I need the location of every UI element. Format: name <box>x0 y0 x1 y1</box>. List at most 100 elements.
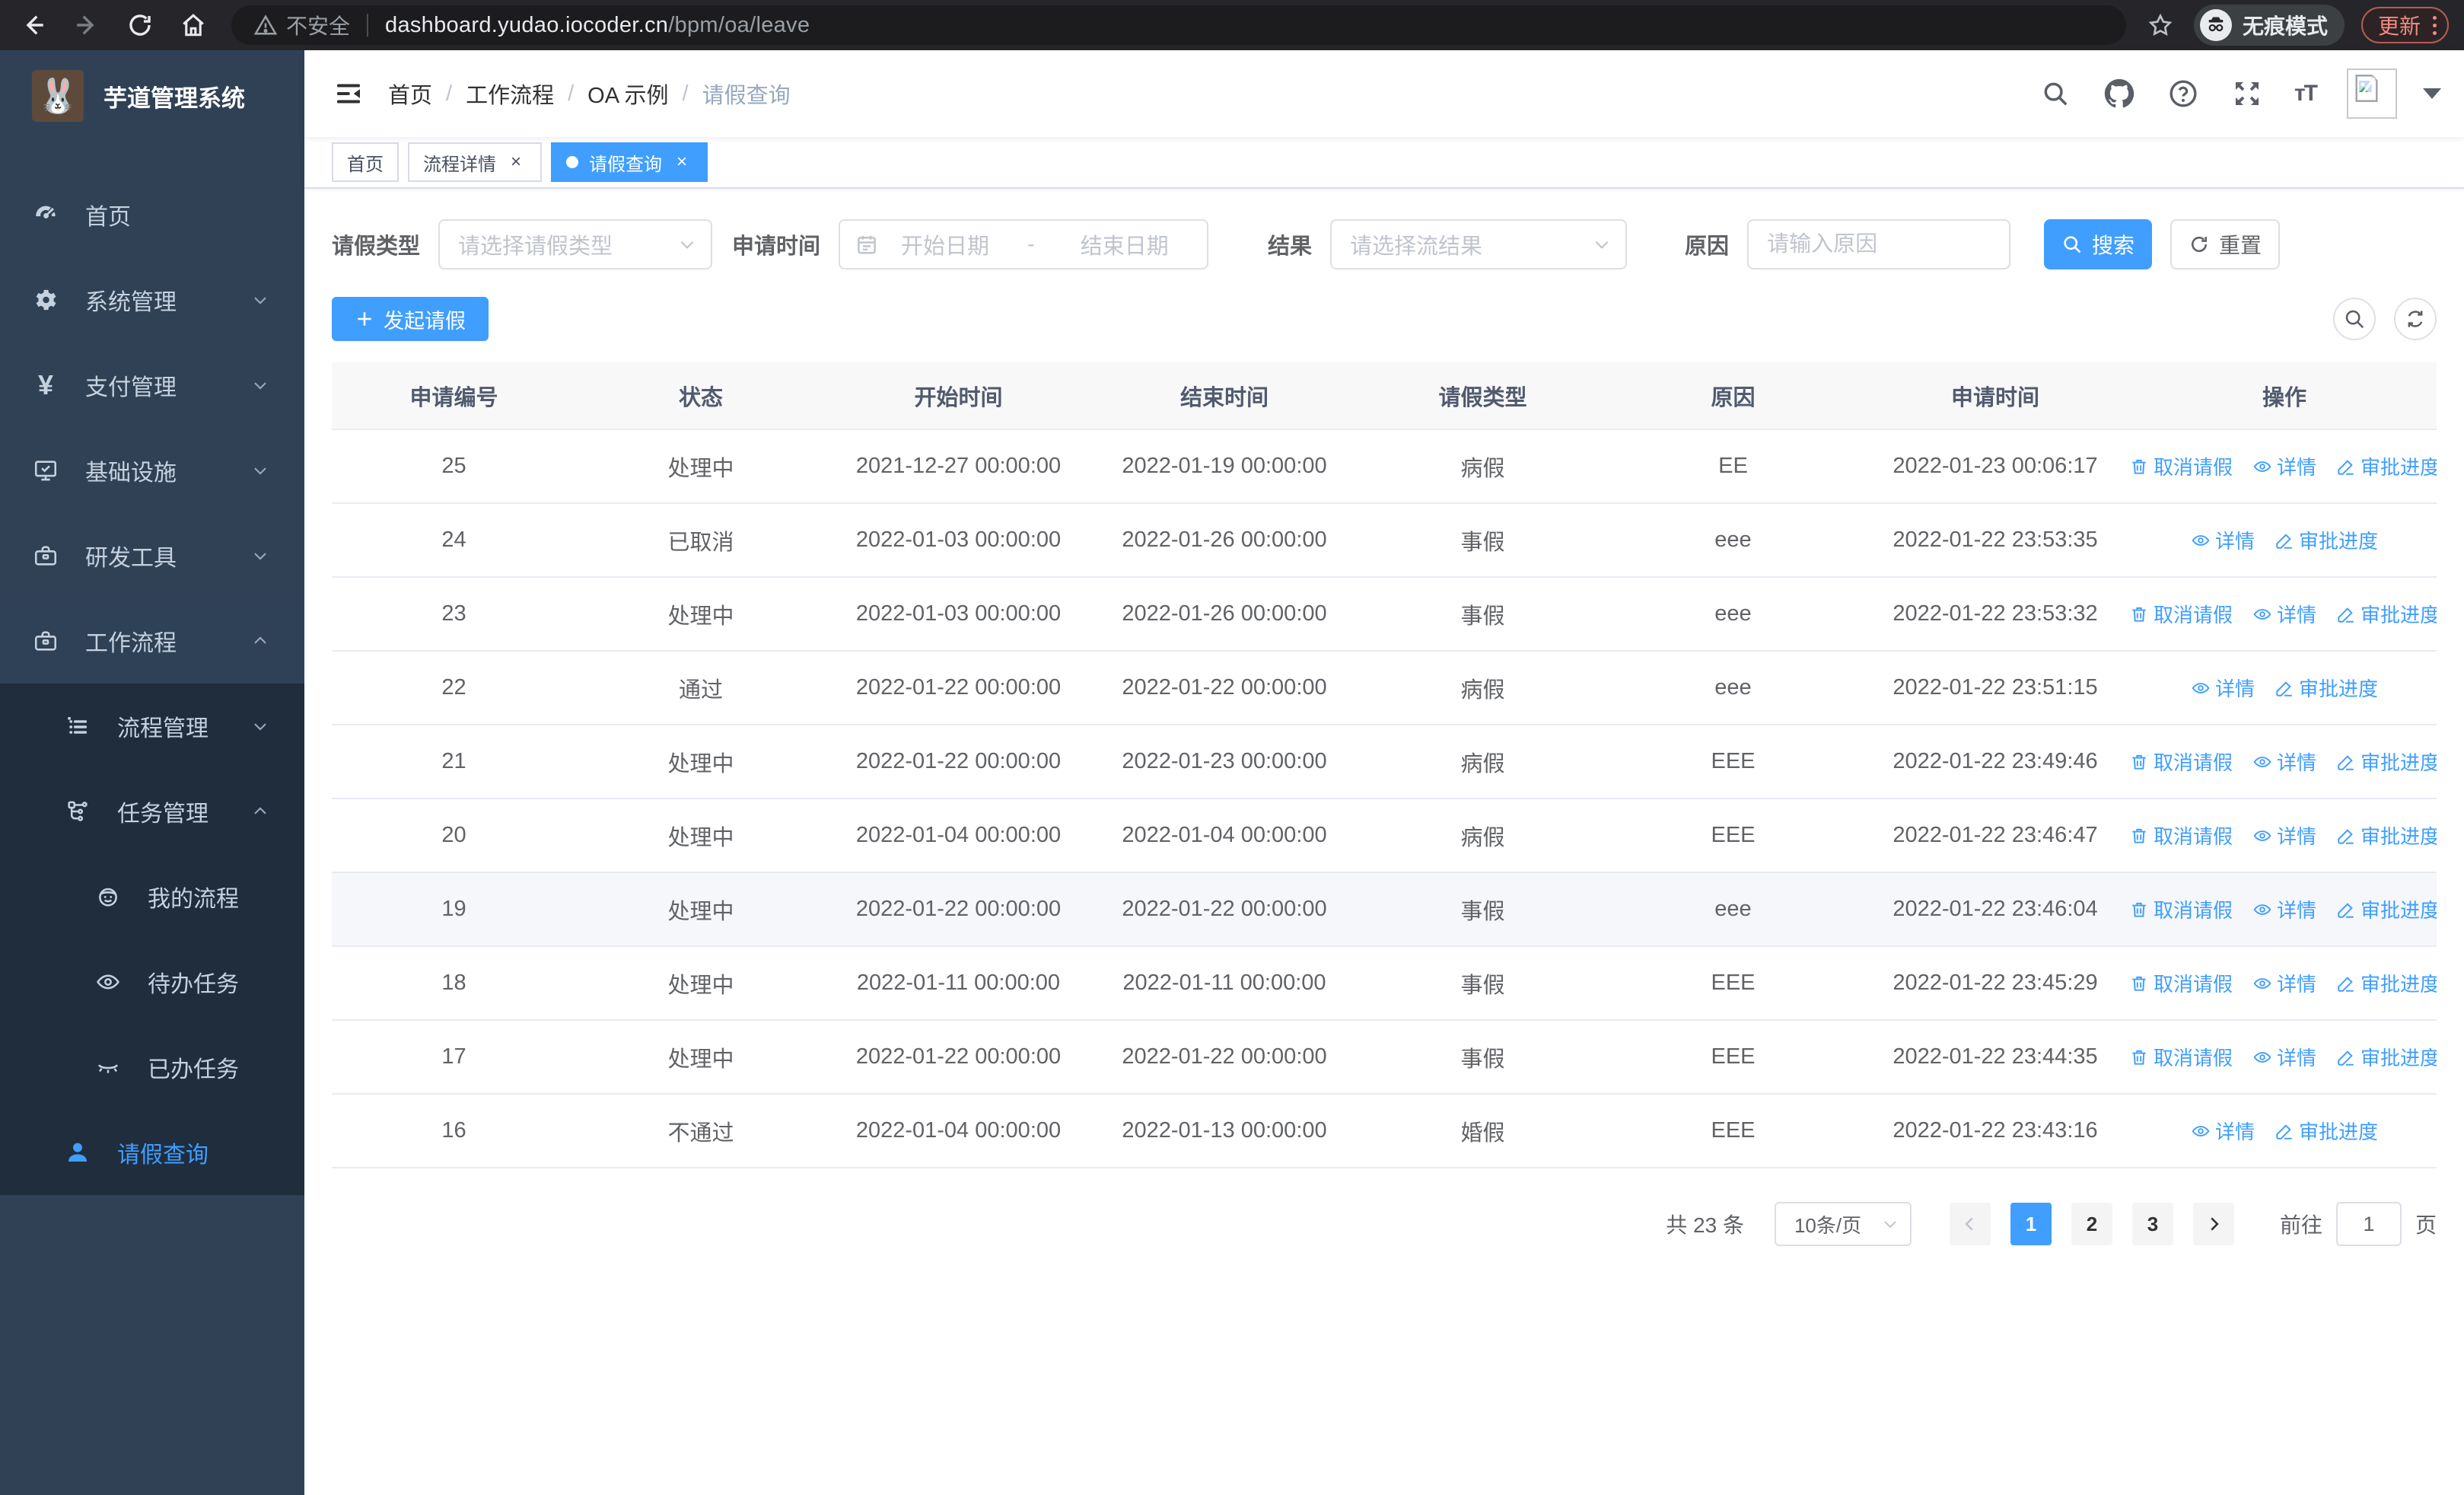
task-tree-icon <box>64 798 91 825</box>
detail-link[interactable]: 详情 <box>2191 1117 2255 1145</box>
cell-leave-type: 事假 <box>1358 872 1608 947</box>
sidebar-item-7[interactable]: 任务管理 <box>0 769 304 854</box>
sidebar-item-11[interactable]: 请假查询 <box>0 1110 304 1195</box>
cancel-leave-link[interactable]: 取消请假 <box>2132 821 2233 850</box>
create-leave-button[interactable]: 发起请假 <box>332 297 489 341</box>
reason-input[interactable] <box>1747 219 2011 269</box>
cell-id: 25 <box>332 429 576 504</box>
sidebar-item-1[interactable]: 系统管理 <box>0 257 304 343</box>
progress-link[interactable]: 审批进度 <box>2336 969 2437 997</box>
goto-page-input[interactable] <box>2335 1202 2402 1246</box>
fullscreen-icon[interactable] <box>2230 77 2264 110</box>
detail-link[interactable]: 详情 <box>2252 895 2316 923</box>
address-bar[interactable]: 不安全 dashboard.yudao.iocoder.cn/bpm/oa/le… <box>231 5 2126 45</box>
sidebar-item-10[interactable]: 已办任务 <box>0 1025 304 1110</box>
bookmark-star-icon[interactable] <box>2144 8 2177 42</box>
browser-back-icon[interactable] <box>17 8 50 42</box>
sidebar-item-label: 任务管理 <box>117 802 209 827</box>
browser-reload-icon[interactable] <box>123 8 157 42</box>
detail-link[interactable]: 详情 <box>2191 674 2255 702</box>
cancel-leave-link[interactable]: 取消请假 <box>2132 452 2233 480</box>
progress-link[interactable]: 审批进度 <box>2336 452 2437 480</box>
browser-menu-icon[interactable] <box>2433 15 2437 35</box>
detail-link[interactable]: 详情 <box>2252 821 2316 850</box>
result-select[interactable]: 请选择流结果 <box>1330 219 1628 269</box>
font-size-icon[interactable]: ᴛT <box>2294 81 2318 106</box>
avatar[interactable] <box>2347 69 2397 119</box>
sidebar-item-9[interactable]: 待办任务 <box>0 939 304 1025</box>
browser-update-button[interactable]: 更新 <box>2361 7 2449 43</box>
page-button-2[interactable]: 2 <box>2071 1203 2112 1245</box>
page-button-1[interactable]: 1 <box>2010 1203 2052 1245</box>
sidebar-item-3[interactable]: 基础设施 <box>0 428 304 513</box>
search-icon[interactable] <box>2039 77 2072 110</box>
chevron-down-icon <box>250 545 271 566</box>
detail-link[interactable]: 详情 <box>2252 452 2316 480</box>
active-tab-dot <box>566 156 578 168</box>
next-page-icon[interactable] <box>2192 1203 2234 1245</box>
collapse-sidebar-icon[interactable] <box>332 77 365 110</box>
progress-link[interactable]: 审批进度 <box>2275 526 2378 554</box>
sidebar-item-2[interactable]: ¥ 支付管理 <box>0 343 304 428</box>
cell-end-time: 2022-01-26 00:00:00 <box>1091 577 1358 652</box>
close-tab-icon[interactable]: × <box>510 151 521 172</box>
column-header: 申请编号 <box>332 362 576 430</box>
progress-link[interactable]: 审批进度 <box>2336 821 2437 850</box>
sidebar-item-4[interactable]: 研发工具 <box>0 513 304 598</box>
search-button[interactable]: 搜索 <box>2044 219 2153 269</box>
range-separator: - <box>1027 231 1035 257</box>
leave-type-select[interactable]: 请选择请假类型 <box>438 219 713 269</box>
prev-page-icon[interactable] <box>1949 1203 1991 1245</box>
tab-1[interactable]: 流程详情 × <box>408 142 542 182</box>
close-tab-icon[interactable]: × <box>676 151 687 172</box>
sidebar-item-6[interactable]: 流程管理 <box>0 684 304 769</box>
progress-link[interactable]: 审批进度 <box>2275 1117 2378 1145</box>
cell-status: 不通过 <box>576 1094 826 1168</box>
column-header: 操作 <box>2132 362 2437 430</box>
browser-forward-icon[interactable] <box>70 8 103 42</box>
progress-link[interactable]: 审批进度 <box>2336 600 2437 628</box>
security-status[interactable]: 不安全 <box>254 10 350 40</box>
breadcrumb-item[interactable]: 首页 <box>388 84 433 108</box>
detail-link[interactable]: 详情 <box>2191 526 2255 554</box>
breadcrumb-item[interactable]: 工作流程 <box>466 84 555 108</box>
progress-link[interactable]: 审批进度 <box>2275 674 2378 702</box>
cell-apply-time: 2022-01-23 00:06:17 <box>1858 429 2132 504</box>
avatar-caret-icon[interactable] <box>2423 88 2441 99</box>
cell-start-time: 2022-01-22 00:00:00 <box>826 725 1091 799</box>
cell-id: 16 <box>332 1094 576 1168</box>
detail-link[interactable]: 详情 <box>2252 748 2316 776</box>
sidebar-item-5[interactable]: 工作流程 <box>0 598 304 684</box>
sidebar-item-0[interactable]: 首页 <box>0 172 304 257</box>
reset-button[interactable]: 重置 <box>2170 219 2281 269</box>
progress-link[interactable]: 审批进度 <box>2336 748 2437 776</box>
browser-chrome: 不安全 dashboard.yudao.iocoder.cn/bpm/oa/le… <box>0 0 2464 50</box>
table-refresh-icon[interactable] <box>2394 298 2437 340</box>
breadcrumb-separator: / <box>568 81 575 106</box>
cancel-leave-link[interactable]: 取消请假 <box>2132 895 2233 923</box>
detail-link[interactable]: 详情 <box>2252 600 2316 628</box>
cancel-leave-link[interactable]: 取消请假 <box>2132 600 2233 628</box>
github-icon[interactable] <box>2103 77 2136 110</box>
sidebar-item-8[interactable]: 我的流程 <box>0 854 304 939</box>
progress-link[interactable]: 审批进度 <box>2336 1043 2437 1071</box>
tab-0[interactable]: 首页 <box>332 142 399 182</box>
cancel-leave-link[interactable]: 取消请假 <box>2132 1043 2233 1071</box>
breadcrumb-item[interactable]: OA 示例 <box>587 84 669 108</box>
progress-link[interactable]: 审批进度 <box>2336 895 2437 923</box>
apply-time-range-picker[interactable]: 开始日期 - 结束日期 <box>839 219 1209 269</box>
cell-leave-type: 事假 <box>1358 946 1608 1021</box>
cancel-leave-link[interactable]: 取消请假 <box>2132 748 2233 776</box>
tab-2[interactable]: 请假查询 × <box>551 142 708 182</box>
help-icon[interactable] <box>2166 77 2200 110</box>
table-row: 17 处理中 2022-01-22 00:00:00 2022-01-22 00:00… <box>332 1020 2437 1095</box>
detail-link[interactable]: 详情 <box>2252 969 2316 997</box>
page-button-3[interactable]: 3 <box>2131 1203 2173 1245</box>
cancel-leave-link[interactable]: 取消请假 <box>2132 969 2233 997</box>
table-search-icon[interactable] <box>2333 298 2376 340</box>
detail-link[interactable]: 详情 <box>2252 1043 2316 1071</box>
page-size-select[interactable]: 10条/页 <box>1774 1202 1912 1246</box>
browser-home-icon[interactable] <box>177 8 210 42</box>
cell-reason: EEE <box>1608 1094 1858 1168</box>
table-tools <box>2333 298 2437 340</box>
